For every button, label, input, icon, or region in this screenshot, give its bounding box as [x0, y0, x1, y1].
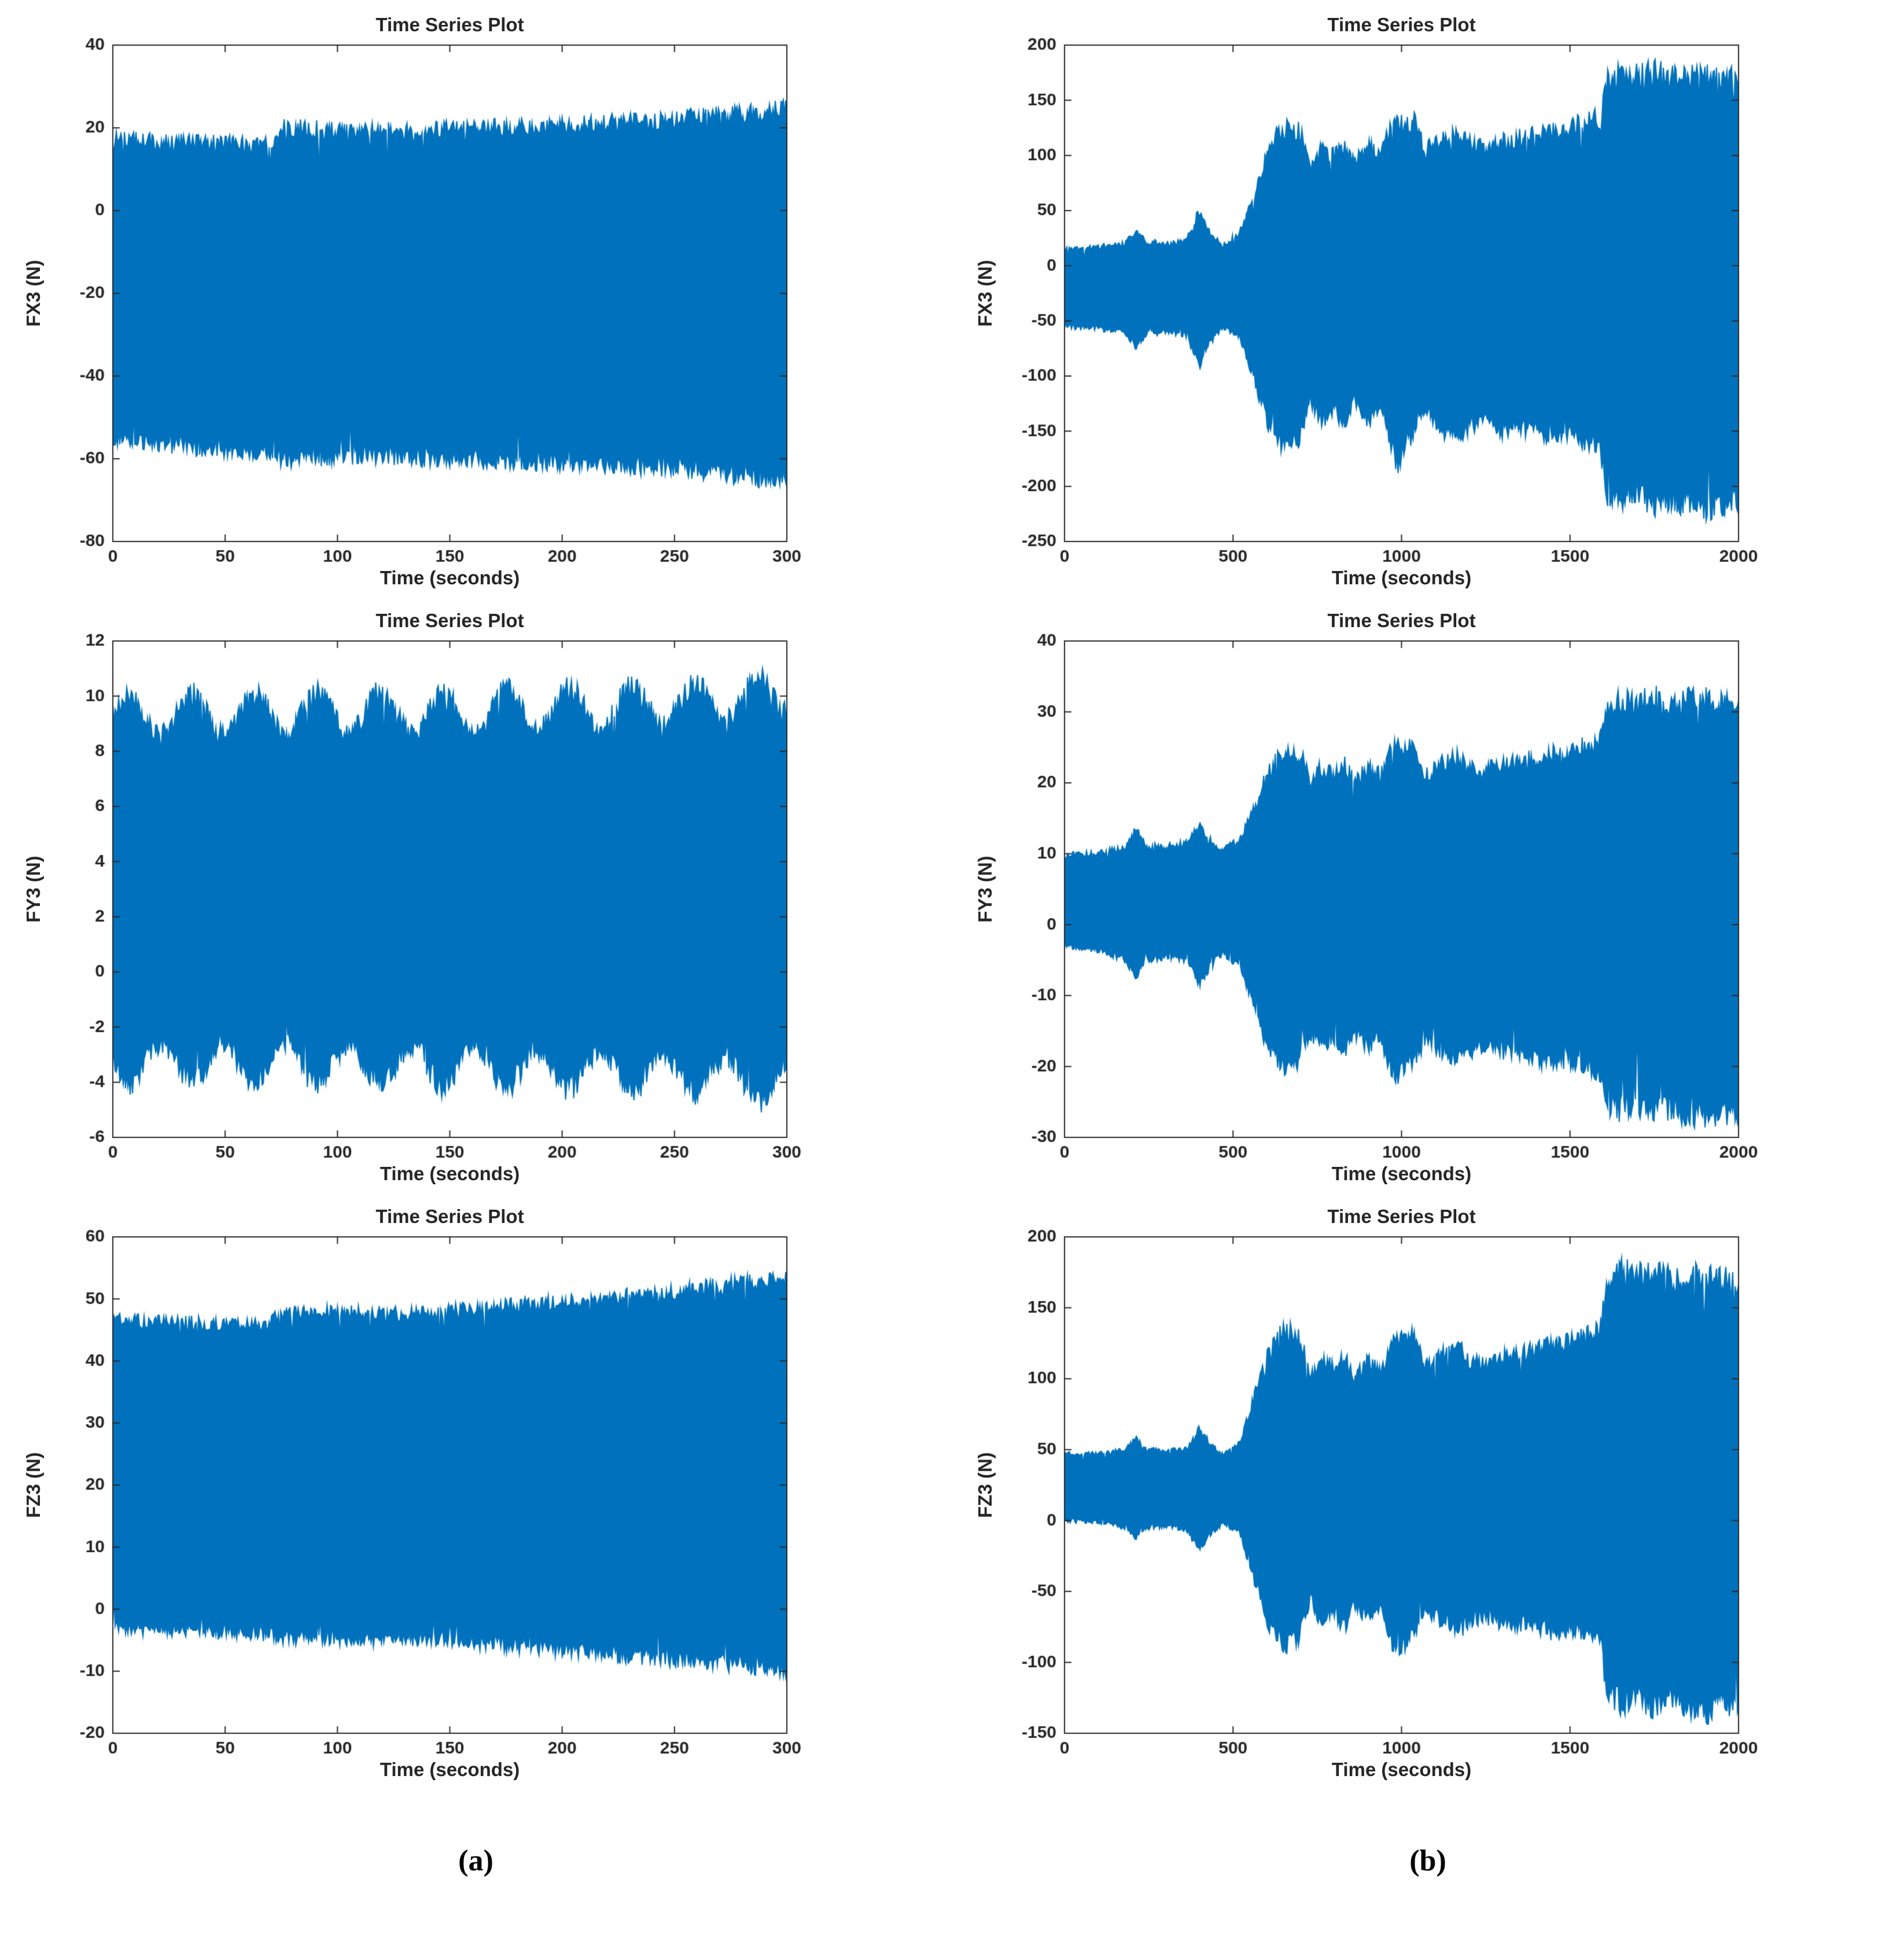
x-axis-label: Time (seconds) — [380, 567, 520, 588]
x-axis-label: Time (seconds) — [1331, 1163, 1472, 1184]
chart-title: Time Series Plot — [375, 14, 524, 35]
panel-b-fx3: Time Series Plot FX3 (N) Time (seconds) — [952, 0, 1904, 596]
chart-canvas-a-fz3 — [0, 1192, 952, 1788]
chart-title: Time Series Plot — [375, 610, 524, 631]
x-axis-label: Time (seconds) — [380, 1759, 520, 1780]
x-axis-label: Time (seconds) — [1331, 1759, 1472, 1780]
x-axis-label: Time (seconds) — [1331, 567, 1472, 588]
chart-canvas-b-fx3 — [952, 0, 1903, 596]
chart-title: Time Series Plot — [375, 1206, 524, 1227]
y-axis-label: FX3 (N) — [23, 260, 44, 327]
y-axis-label: FY3 (N) — [974, 856, 996, 923]
panel-a-fz3: Time Series Plot FZ3 (N) Time (seconds) — [0, 1192, 952, 1788]
panel-b-fy3: Time Series Plot FY3 (N) Time (seconds) — [952, 596, 1904, 1192]
y-axis-label: FY3 (N) — [23, 856, 44, 923]
chart-title: Time Series Plot — [1327, 14, 1476, 35]
chart-canvas-a-fy3 — [0, 596, 952, 1192]
caption-a: (a) — [458, 1844, 494, 1877]
chart-canvas-a-fx3 — [0, 0, 952, 596]
y-axis-label: FZ3 (N) — [23, 1452, 44, 1518]
y-axis-label: FX3 (N) — [974, 260, 996, 327]
chart-title: Time Series Plot — [1327, 1206, 1476, 1227]
panel-a-fy3: Time Series Plot FY3 (N) Time (seconds) — [0, 596, 952, 1192]
caption-b: (b) — [1409, 1844, 1446, 1877]
panel-a-fx3: Time Series Plot FX3 (N) Time (seconds) — [0, 0, 952, 596]
chart-title: Time Series Plot — [1327, 610, 1476, 631]
chart-canvas-b-fz3 — [952, 1192, 1903, 1788]
x-axis-label: Time (seconds) — [380, 1163, 520, 1184]
chart-canvas-b-fy3 — [952, 596, 1903, 1192]
panel-b-fz3: Time Series Plot FZ3 (N) Time (seconds) — [952, 1192, 1904, 1788]
y-axis-label: FZ3 (N) — [974, 1452, 996, 1518]
